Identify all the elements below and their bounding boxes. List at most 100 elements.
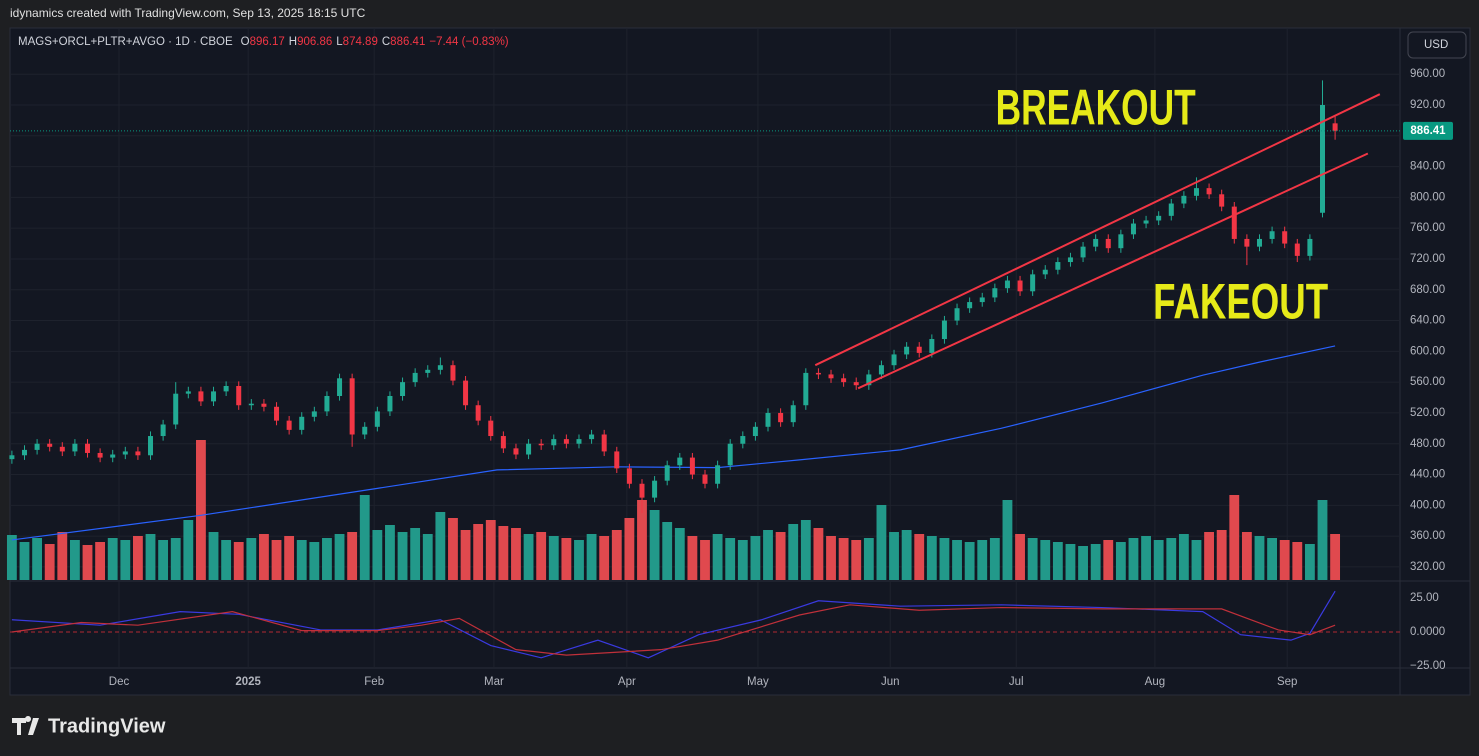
volume-bar	[1279, 540, 1290, 580]
volume-bar	[57, 532, 68, 580]
volume-bar	[1027, 538, 1038, 580]
candle-body	[803, 372, 809, 406]
legend-value: 906.86	[297, 36, 332, 48]
candle-body	[47, 443, 53, 447]
candle-body	[941, 320, 947, 340]
y-tick-label: 840.00	[1410, 161, 1445, 173]
volume-bar	[498, 526, 509, 580]
volume-bar	[246, 538, 257, 580]
legend: MAGS+ORCL+PLTR+AVGO · 1D · CBOE O896.17 H9…	[18, 36, 509, 48]
volume-bar	[712, 534, 723, 580]
volume-bar	[1254, 536, 1265, 580]
candle-body	[614, 451, 620, 469]
volume-bar	[1065, 544, 1076, 580]
candle-body	[740, 436, 746, 444]
volume-bar	[1166, 538, 1177, 580]
candle-body	[185, 391, 191, 394]
volume-bar	[1204, 532, 1214, 580]
x-tick-label: Feb	[364, 676, 384, 688]
candle-body	[463, 380, 469, 406]
volume-bar	[385, 525, 395, 580]
candle-body	[1219, 194, 1225, 207]
x-tick-label: May	[747, 676, 769, 688]
candle-body	[778, 412, 784, 423]
candle-body	[122, 451, 128, 455]
candle-body	[9, 455, 15, 460]
candle-body	[853, 382, 859, 386]
x-tick-label: Jun	[881, 676, 900, 688]
moving-average	[11, 345, 1336, 541]
candle-body	[1017, 280, 1023, 292]
volume-bar	[1040, 540, 1051, 580]
candle-body	[639, 483, 645, 498]
candle-body	[929, 339, 935, 353]
candle-body	[715, 465, 721, 484]
x-tick-label: Dec	[109, 676, 130, 688]
candle-body	[198, 391, 204, 402]
volume-bar	[19, 542, 30, 580]
volume-bar	[221, 540, 232, 580]
candle-body	[274, 406, 280, 421]
candle-body	[1231, 206, 1237, 239]
candle-body	[1004, 280, 1010, 289]
volume-bar	[1292, 542, 1303, 580]
volume-bar	[548, 536, 559, 580]
candle-body	[110, 454, 116, 458]
symbol: MAGS+ORCL+PLTR+AVGO · 1D · CBOE	[18, 36, 233, 48]
candle-body	[412, 372, 418, 383]
candle-body	[21, 449, 27, 456]
candle-body	[1282, 231, 1288, 244]
volume-bar	[536, 532, 547, 580]
candle-body	[450, 365, 456, 381]
volume-bar	[939, 538, 950, 580]
y-tick-label: 920.00	[1410, 99, 1445, 111]
volume-bar	[120, 540, 131, 580]
candle-body	[34, 443, 40, 450]
volume-bar	[95, 542, 106, 580]
volume-bar	[372, 530, 383, 580]
candle-body	[488, 420, 494, 437]
volume-bar	[523, 534, 534, 580]
volume-bar	[1191, 540, 1202, 580]
volume-bar	[1141, 536, 1151, 580]
candle-body	[311, 411, 317, 417]
candle-body	[299, 416, 305, 430]
currency[interactable]: USD	[1424, 39, 1448, 51]
candle-body	[1055, 262, 1061, 270]
volume-bar	[359, 495, 370, 580]
y-tick-label: 400.00	[1410, 499, 1445, 511]
volume-bar	[914, 534, 925, 580]
candle-body	[362, 426, 368, 435]
currency-button[interactable]	[1407, 31, 1467, 59]
volume-bar	[1330, 534, 1341, 580]
candle-body	[1332, 123, 1338, 131]
candle-body	[437, 365, 443, 370]
x-tick-label: Mar	[484, 676, 504, 688]
volume-bar	[271, 540, 282, 580]
volume-bar	[863, 538, 874, 580]
volume-bar	[1128, 538, 1139, 580]
volume-bar	[208, 532, 219, 580]
volume-bar	[737, 540, 748, 580]
y-tick-label: 480.00	[1410, 438, 1445, 450]
y-tick-label: 680.00	[1410, 284, 1445, 296]
volume-bar	[1216, 530, 1227, 580]
candle-body	[400, 382, 406, 396]
oscillator-line	[11, 604, 1336, 656]
candle-body	[1030, 274, 1036, 292]
volume-bar	[725, 538, 736, 580]
candle-body	[337, 378, 343, 396]
volume-bar	[977, 540, 988, 580]
attribution: idynamics created with TradingView.com, …	[10, 6, 366, 20]
candle-body	[1307, 238, 1313, 256]
candle-body	[1294, 243, 1300, 256]
volume-bar	[448, 518, 458, 580]
legend-key: C	[382, 36, 390, 48]
volume-bar	[1015, 534, 1025, 580]
candle-body	[59, 446, 65, 452]
candle-body	[72, 443, 78, 452]
candle-body	[1193, 188, 1199, 196]
candle-body	[135, 451, 141, 456]
volume-bar	[284, 536, 295, 580]
candle-body	[1080, 246, 1086, 258]
